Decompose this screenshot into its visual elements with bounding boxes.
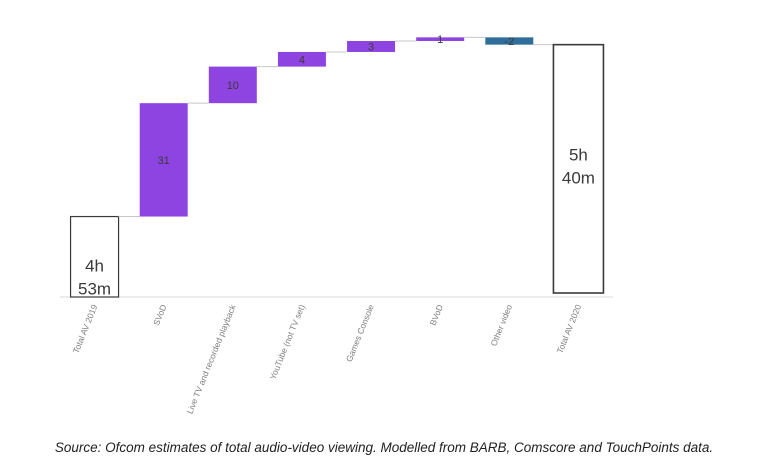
x-tick-label: Total AV 2019 [71,303,100,355]
bar-value-label: 3 [368,41,374,53]
bar-value-label: 1 [437,34,443,46]
bar-2 [208,66,257,104]
bar-3 [277,51,326,67]
bar-value-label: 10 [227,80,239,92]
x-tick-label: Games Console [344,303,376,364]
bar-value-label: 31 [158,155,170,167]
bar-label-total-2020-hours: 5h [569,146,588,165]
bar-6 [485,37,534,45]
x-tick-label: Other video [488,303,514,348]
bar-4 [347,41,396,52]
x-tick-label: SVoD [151,303,168,327]
bar-label-total-2020-minutes: 40m [562,169,595,188]
source-note: Source: Ofcom estimates of total audio-v… [54,440,714,455]
bar-total-2020 [552,43,605,294]
x-tick-label: YouTube (not TV set) [268,303,307,381]
bar-label-total-2019-hours: 4h [85,257,104,276]
x-tick-label: Total AV 2020 [555,303,584,355]
bar-value-label: 4 [299,54,305,66]
x-tick-label: Live TV and recorded playback [185,302,238,415]
bar-1 [139,103,188,217]
bar-5 [416,37,465,41]
bar-total-2019 [69,215,120,298]
bar-label-total-2019-minutes: 53m [78,280,111,299]
bar-value-label: -2 [504,36,514,48]
x-tick-label: BVoD [428,303,445,327]
